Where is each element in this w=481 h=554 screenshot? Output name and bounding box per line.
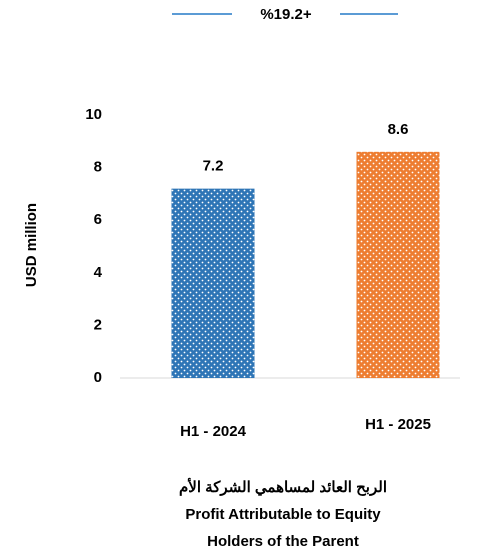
y-tick-label: 0 [94, 369, 102, 386]
y-tick-label: 8 [94, 159, 102, 176]
x-tick-label: H1 - 2024 [180, 423, 247, 440]
x-tick-label: H1 - 2025 [365, 416, 431, 433]
x-caption: Holders of the Parent [207, 533, 359, 550]
y-tick-label: 2 [94, 316, 102, 333]
growth-annotation: %19.2+ [260, 6, 312, 23]
y-tick-label: 4 [94, 264, 103, 281]
x-caption: الربح العائد لمساهمي الشركة الأم [179, 477, 387, 497]
bar [356, 151, 440, 378]
y-axis-label: USD million [23, 203, 40, 287]
y-tick-label: 6 [94, 211, 102, 228]
x-caption: Profit Attributable to Equity [185, 506, 381, 523]
y-tick-label: 10 [85, 106, 102, 123]
value-label: 8.6 [388, 121, 409, 138]
bar [171, 188, 255, 378]
value-label: 7.2 [203, 158, 224, 175]
